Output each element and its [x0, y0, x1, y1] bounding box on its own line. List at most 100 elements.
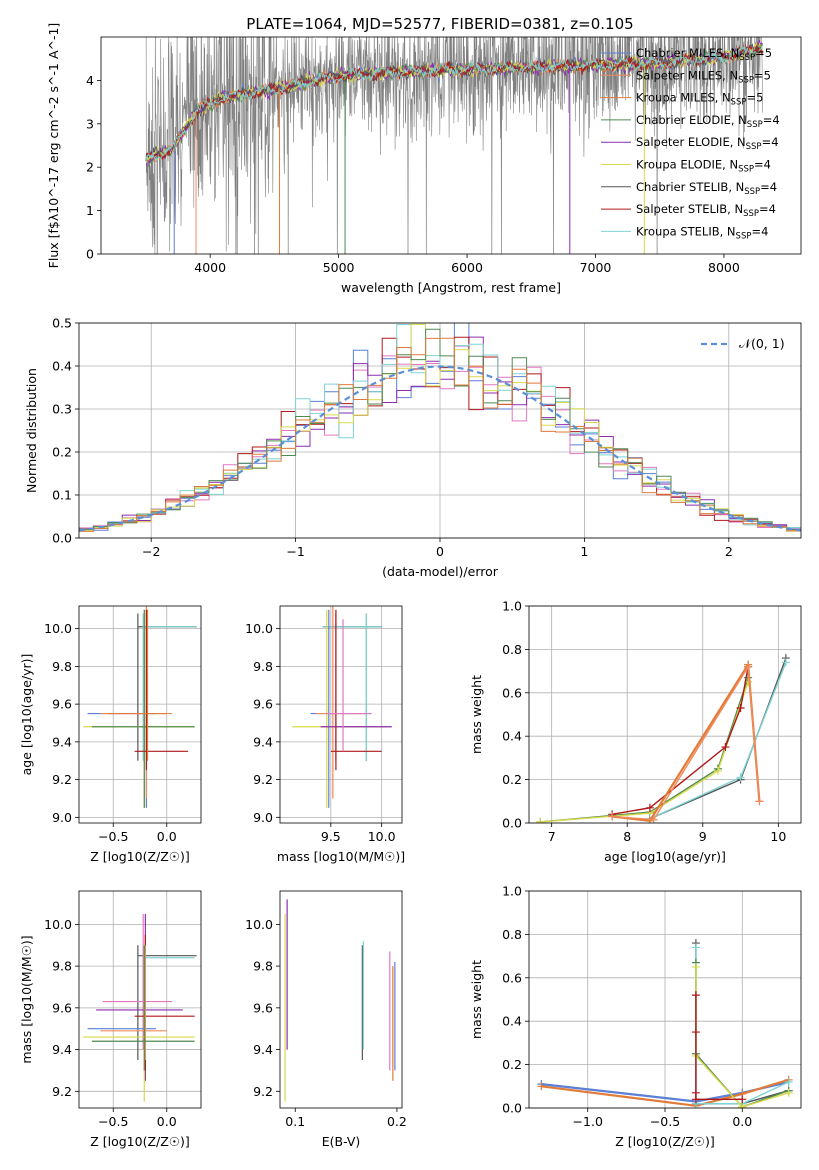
errorbar-point: [100, 606, 173, 799]
x-tick-label: 2: [725, 544, 733, 559]
series-marker: [691, 962, 700, 971]
series-line: [649, 662, 787, 820]
errorbar-point: [134, 609, 189, 771]
y-tick-label: 9.8: [52, 659, 72, 674]
y-tick-label: 0.3: [52, 402, 72, 417]
legend-entry: Kroupa STELIB, NSSP=4: [636, 224, 768, 241]
y-axis-label: mass weight: [469, 675, 484, 754]
y-tick-label: 0: [86, 247, 94, 262]
errorbar-point: [322, 613, 382, 761]
y-tick-label: 0.0: [502, 1101, 522, 1116]
y-axis-label: mass [log10(M/M☉)]: [19, 935, 34, 1063]
series-marker: [536, 817, 545, 823]
residuals-axes: −2 −1 0 1 2 0.0 0.1 0.2 0.3 0.4 0.5 (data-model)/er…: [24, 316, 802, 579]
errorbar-point: [142, 613, 197, 761]
residuals-plot-area: [79, 323, 801, 532]
axes-frame: [279, 890, 403, 1109]
spectrum-legend: Chabrier MILES, NSSP=5 Salpeter MILES, NS…: [601, 46, 780, 241]
x-tick-label: 10: [770, 829, 786, 844]
y-tick-label: 2: [86, 160, 94, 175]
errorbar-point: [310, 609, 372, 808]
series-marker: [781, 658, 790, 667]
x-tick-label: 8: [623, 829, 631, 844]
y-tick-label: 0.6: [502, 970, 522, 985]
series-marker: [784, 1088, 793, 1097]
x-tick-label: −2: [142, 544, 160, 559]
y-tick-label: 9.0: [52, 810, 72, 825]
y-tick-label: 3: [86, 116, 94, 131]
y-tick-label: 10.0: [245, 917, 273, 932]
axes-frame: [78, 322, 802, 539]
y-tick-label: 9.8: [253, 959, 273, 974]
x-tick-label: 0.2: [387, 1114, 407, 1129]
age_vs_Z-axes: −0.5 0.0 9.0 9.2 9.4 9.6 9.8 10.0 Z [log10(Z/Z☉)…: [19, 605, 202, 864]
legend-entry: Salpeter ELODIE, NSSP=4: [636, 135, 779, 152]
x-axis-label: wavelength [Angstrom, rest frame]: [341, 280, 561, 295]
y-tick-label: 0.4: [502, 1014, 522, 1029]
legend-entry: Kroupa MILES, NSSP=5: [636, 91, 763, 108]
errorbar-point: [137, 945, 197, 1061]
y-tick-label: 9.6: [52, 697, 72, 712]
x-tick-label: 5000: [323, 260, 355, 275]
series-marker: [691, 1095, 700, 1104]
series-marker: [537, 1082, 546, 1091]
x-tick-label: 1: [580, 544, 588, 559]
errorbar-point: [325, 619, 372, 752]
series-marker: [608, 812, 617, 821]
normal-reference-curve: [79, 365, 801, 532]
errorbar-point: [320, 613, 392, 761]
y-axis-label: Flux [f$λ10^-17 erg cm^-2 s^-1 A^-1]: [46, 23, 61, 269]
series-line: [540, 681, 749, 823]
axes-frame: [528, 890, 802, 1109]
errorbar-point: [107, 609, 167, 761]
y-tick-label: 9.2: [52, 1084, 72, 1099]
errorbar-point: [102, 913, 173, 1050]
y-axis-label: age [log10(age/yr)]: [19, 654, 34, 776]
y-tick-label: 1: [86, 203, 94, 218]
x-axis-label: age [log10(age/yr)]: [604, 849, 726, 864]
series-line: [695, 995, 743, 1100]
legend-entry: Chabrier MILES, NSSP=5: [636, 46, 772, 63]
y-tick-label: 9.4: [253, 1042, 273, 1057]
x-tick-label: 0.0: [732, 1114, 752, 1129]
y-tick-label: 9.4: [52, 734, 72, 749]
legend-entry: Kroupa ELODIE, NSSP=4: [636, 158, 771, 175]
y-tick-label: 0.6: [502, 685, 522, 700]
x-tick-label: −1.0: [573, 1114, 603, 1129]
y-tick-label: 0.4: [502, 729, 522, 744]
axes-frame: [528, 605, 802, 824]
x-tick-label: 7000: [580, 260, 612, 275]
x-axis-label: (data-model)/error: [382, 564, 499, 579]
massweight_vs_age-axes: 7 8 9 10 0.0 0.2 0.4 0.6 0.8 1.0 age [log10(age/yr…: [469, 599, 802, 864]
y-tick-label: 0.2: [502, 772, 522, 787]
massweight_vs_Z-plot-area: [537, 939, 793, 1108]
y-tick-label: 9.8: [253, 659, 273, 674]
y-tick-label: 4: [86, 73, 94, 88]
x-tick-label: 9.5: [321, 829, 341, 844]
x-tick-label: −0.5: [98, 829, 128, 844]
massweight_vs_age-plot-area: [536, 654, 790, 823]
y-tick-label: 9.2: [253, 1084, 273, 1099]
legend-entry: Salpeter MILES, NSSP=5: [636, 68, 771, 85]
y-tick-label: 9.0: [253, 810, 273, 825]
y-tick-label: 9.6: [253, 1000, 273, 1015]
x-tick-label: 0.0: [157, 829, 177, 844]
y-tick-label: 0.2: [502, 1057, 522, 1072]
spectrum-plot-area: [145, 37, 763, 254]
age_vs_mass-plot-area: [292, 606, 392, 808]
y-axis-label: mass weight: [469, 960, 484, 1039]
x-tick-label: 0.1: [285, 1114, 305, 1129]
y-tick-label: 10.0: [44, 621, 72, 636]
age_vs_mass-axes: 9.5 10.0 9.0 9.2 9.4 9.6 9.8 10.0 mass [log10(M/…: [245, 605, 405, 864]
errorbar-point: [96, 913, 183, 1081]
series-line: [612, 664, 761, 821]
x-axis-label: mass [log10(M/M☉)]: [277, 849, 405, 864]
axes-frame: [279, 605, 403, 824]
series-marker: [645, 803, 654, 812]
series-marker: [784, 1077, 793, 1086]
residual-histogram: [79, 337, 801, 532]
series-marker: [738, 1102, 747, 1108]
errorbar-point: [87, 609, 157, 808]
x-axis-label: Z [log10(Z/Z☉)]: [90, 1134, 190, 1149]
